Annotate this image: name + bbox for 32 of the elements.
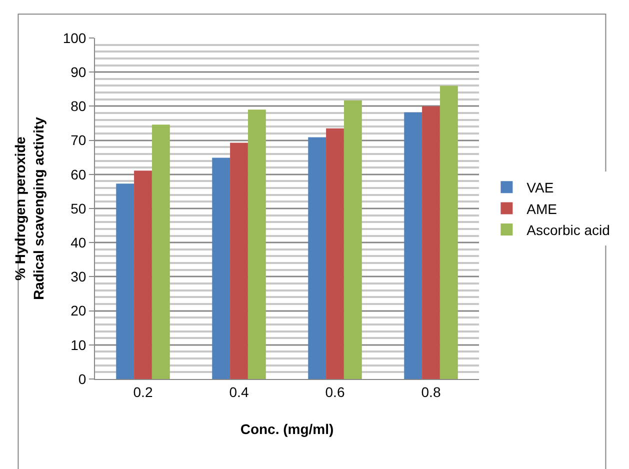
bar <box>404 112 422 379</box>
y-tick-label: 20 <box>70 302 86 319</box>
legend-label: Ascorbic acid <box>526 222 610 238</box>
bar <box>212 158 230 379</box>
x-axis-title: Conc. (mg/ml) <box>240 421 334 438</box>
x-tick-label: 0.4 <box>229 384 249 400</box>
x-tick-label: 0.2 <box>133 384 153 400</box>
x-tick-label: 0.6 <box>325 384 345 400</box>
bar <box>344 100 362 379</box>
y-tick-label: 70 <box>70 132 86 148</box>
y-tick-label: 100 <box>62 30 86 46</box>
bar <box>440 86 458 379</box>
bar <box>308 137 326 379</box>
y-tick-label: 10 <box>70 336 86 353</box>
y-tick-label: 50 <box>70 200 86 216</box>
y-axis-title: % Hydrogen peroxide Radical scavenging activity <box>12 116 46 300</box>
y-tick-label: 0 <box>78 370 86 387</box>
y-tick-label: 90 <box>70 64 86 80</box>
y-tick-label: 80 <box>70 98 86 114</box>
bar <box>116 184 134 379</box>
bar <box>326 128 344 379</box>
x-tick-label: 0.8 <box>421 384 441 400</box>
bar <box>248 110 266 379</box>
y-tick-label: 30 <box>70 268 86 285</box>
bar <box>422 106 440 379</box>
bar <box>230 142 248 379</box>
legend-label: VAE <box>526 180 554 196</box>
bar <box>152 124 170 379</box>
y-tick-label: 60 <box>70 166 86 182</box>
legend-label: AME <box>526 200 558 217</box>
y-tick-label: 40 <box>70 234 86 250</box>
bar <box>134 170 152 379</box>
